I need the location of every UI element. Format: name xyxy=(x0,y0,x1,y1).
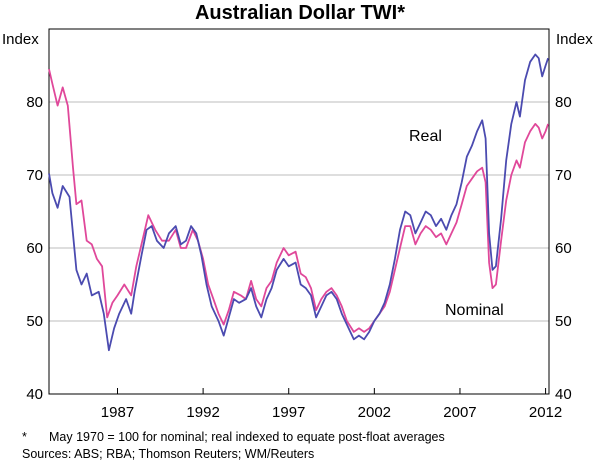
series-line-real xyxy=(48,53,549,352)
y-axis-label-right: Index xyxy=(556,31,593,48)
y-tick-label-left: 70 xyxy=(26,167,43,184)
y-axis-label-left: Index xyxy=(2,31,39,48)
y-tick-label-right: 60 xyxy=(555,240,572,257)
y-tick-label-right: 40 xyxy=(555,386,572,403)
y-tick-label-left: 50 xyxy=(26,313,43,330)
y-tick-label-left: 80 xyxy=(26,94,43,111)
x-ticks: 1987 1992 1997 2002 2007 2012 xyxy=(101,388,562,421)
x-tick-label: 1997 xyxy=(272,404,305,421)
x-tick-label: 2002 xyxy=(358,404,391,421)
sources-note: Sources: ABS; RBA; Thomson Reuters; WM/R… xyxy=(22,447,314,461)
footnote-marker: * xyxy=(22,430,27,444)
y-tick-label-right: 70 xyxy=(555,167,572,184)
y-tick-label-right: 50 xyxy=(555,313,572,330)
y-tick-label-left: 60 xyxy=(26,240,43,257)
y-ticks-left: 40 50 60 70 80 xyxy=(26,94,43,403)
footnote-text: May 1970 = 100 for nominal; real indexed… xyxy=(49,430,445,444)
x-tick-label: 1987 xyxy=(101,404,134,421)
series-label-real: Real xyxy=(409,128,442,145)
plot-frame xyxy=(48,28,550,395)
x-tick-label: 2012 xyxy=(529,404,562,421)
x-tick-label: 2007 xyxy=(443,404,476,421)
gridlines xyxy=(49,101,549,322)
y-ticks-right: 40 50 60 70 80 xyxy=(555,94,572,403)
series-line-nominal xyxy=(48,68,549,333)
y-tick-label-left: 40 xyxy=(26,386,43,403)
y-tick-label-right: 80 xyxy=(555,94,572,111)
series-label-nominal: Nominal xyxy=(445,302,504,319)
x-tick-label: 1992 xyxy=(186,404,219,421)
series-lines xyxy=(48,53,549,352)
chart-title: Australian Dollar TWI* xyxy=(195,2,405,24)
